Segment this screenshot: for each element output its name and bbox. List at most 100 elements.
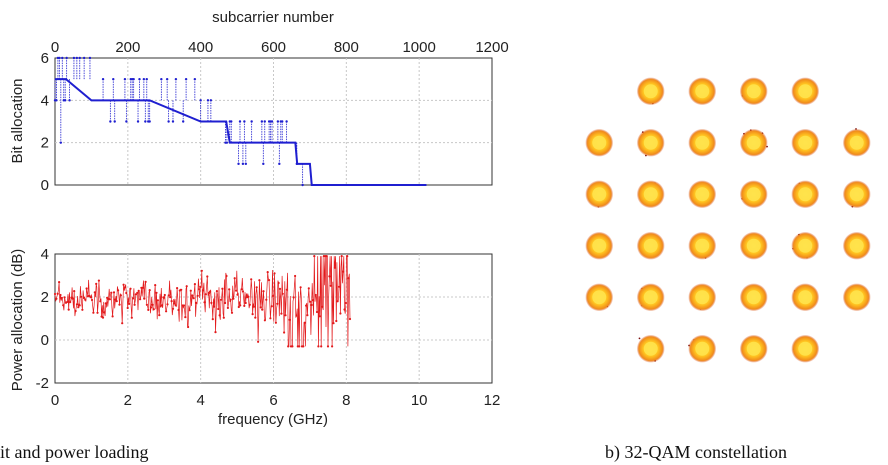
constellation-point [739, 77, 768, 106]
constellation-core [849, 238, 864, 253]
power-allocation-point [128, 302, 131, 305]
power-allocation-point [294, 274, 297, 278]
constellation-core [695, 341, 710, 356]
bit-allocation-point [59, 141, 63, 144]
power-allocation-point [171, 307, 175, 310]
constellation-core [849, 187, 864, 202]
power-allocation-point [259, 306, 262, 309]
constellation-point [688, 180, 717, 209]
power-allocation-point [232, 297, 235, 300]
bit-allocation-point [285, 120, 288, 123]
bottom-x-tick-label: 8 [342, 392, 350, 409]
top-x-tick-label: 600 [261, 39, 286, 56]
top-x-tick-label: 1000 [402, 39, 435, 56]
power-allocation-point [266, 271, 269, 274]
power-allocation-point [229, 298, 232, 301]
constellation-core [798, 290, 813, 305]
constellation-core [592, 290, 607, 305]
power-allocation-point [269, 317, 272, 320]
power-allocation-point [336, 300, 339, 303]
constellation-point [688, 128, 717, 157]
constellation-core [592, 238, 607, 253]
power-allocation-point [291, 345, 294, 348]
power-allocation-point [137, 289, 140, 292]
bit-allocation-point [243, 120, 246, 123]
bit-allocation-point [68, 99, 71, 102]
bit-allocation-point [78, 56, 81, 60]
power-allocation-point [180, 288, 183, 291]
bottom-y-tick-label: 2 [41, 289, 49, 306]
power-allocation-point [158, 314, 161, 317]
constellation-point [791, 77, 820, 106]
bit-allocation-point [193, 77, 197, 81]
power-allocation-point [276, 302, 279, 305]
power-allocation-point [328, 275, 331, 278]
constellation-core [643, 238, 658, 253]
power-allocation-point [257, 340, 260, 343]
power-allocation-point [347, 277, 350, 280]
top-x-tick-label: 800 [334, 39, 359, 56]
power-allocation-point [285, 288, 288, 291]
power-allocation-point [174, 304, 177, 307]
constellation-point [842, 231, 871, 260]
power-allocation-point [75, 303, 79, 306]
bit-allocation-point [295, 162, 299, 166]
power-allocation-point [335, 319, 338, 323]
power-allocation-point [254, 316, 257, 319]
power-allocation-point [111, 315, 114, 318]
power-allocation-point [277, 281, 280, 285]
constellation-core [643, 290, 658, 305]
power-allocation-point [173, 302, 176, 305]
bit-allocation-point [58, 56, 61, 60]
power-allocation-point [243, 304, 246, 307]
constellation-background [577, 66, 883, 381]
power-allocation-point [200, 269, 203, 272]
bit-allocation-point [63, 99, 67, 102]
power-allocation-point [130, 316, 133, 319]
bit-allocation-point [109, 120, 112, 123]
power-allocation-point [196, 294, 199, 297]
constellation-core [746, 341, 761, 356]
constellation-core [695, 135, 710, 150]
power-allocation-point [281, 292, 284, 295]
bit-allocation-point [132, 77, 135, 81]
power-allocation-point [274, 321, 277, 324]
bit-allocation-point [88, 56, 92, 60]
constellation-point [688, 283, 717, 312]
constellation-core [746, 135, 761, 150]
power-allocation-point [339, 312, 342, 315]
power-allocation-point [154, 284, 157, 287]
bit-allocation-point [260, 120, 264, 123]
power-allocation-point [118, 303, 121, 306]
power-allocation-point [284, 314, 287, 317]
bit-allocation-point [206, 99, 210, 102]
bit-allocation-point [138, 77, 141, 81]
power-allocation-point [162, 296, 165, 299]
bit-allocation-plot-area [54, 57, 493, 186]
power-allocation-point [84, 298, 87, 301]
constellation-point [585, 231, 614, 260]
constellation-point [636, 231, 665, 260]
constellation-core [798, 187, 813, 202]
bit-allocation-point [171, 120, 175, 123]
constellation-point [842, 283, 871, 312]
power-allocation-point [210, 301, 213, 304]
constellation-point [636, 180, 665, 209]
power-allocation-point [119, 294, 122, 297]
power-allocation-point [169, 296, 172, 299]
power-allocation-point [184, 316, 187, 319]
bit-allocation-point [55, 99, 58, 102]
power-allocation-point [187, 325, 190, 329]
noise-sample [638, 337, 641, 340]
power-allocation-point [192, 297, 195, 300]
power-allocation-series [53, 255, 352, 348]
subcarrier-axis-label: subcarrier number [212, 9, 334, 26]
power-allocation-point [110, 291, 113, 294]
bit-allocation-tick-labels: 0 2 4 6 [41, 50, 49, 194]
power-allocation-point [230, 311, 234, 314]
power-allocation-point [67, 308, 70, 311]
power-allocation-point [62, 304, 65, 307]
bit-allocation-point [148, 120, 151, 123]
bit-allocation-point [113, 120, 116, 123]
